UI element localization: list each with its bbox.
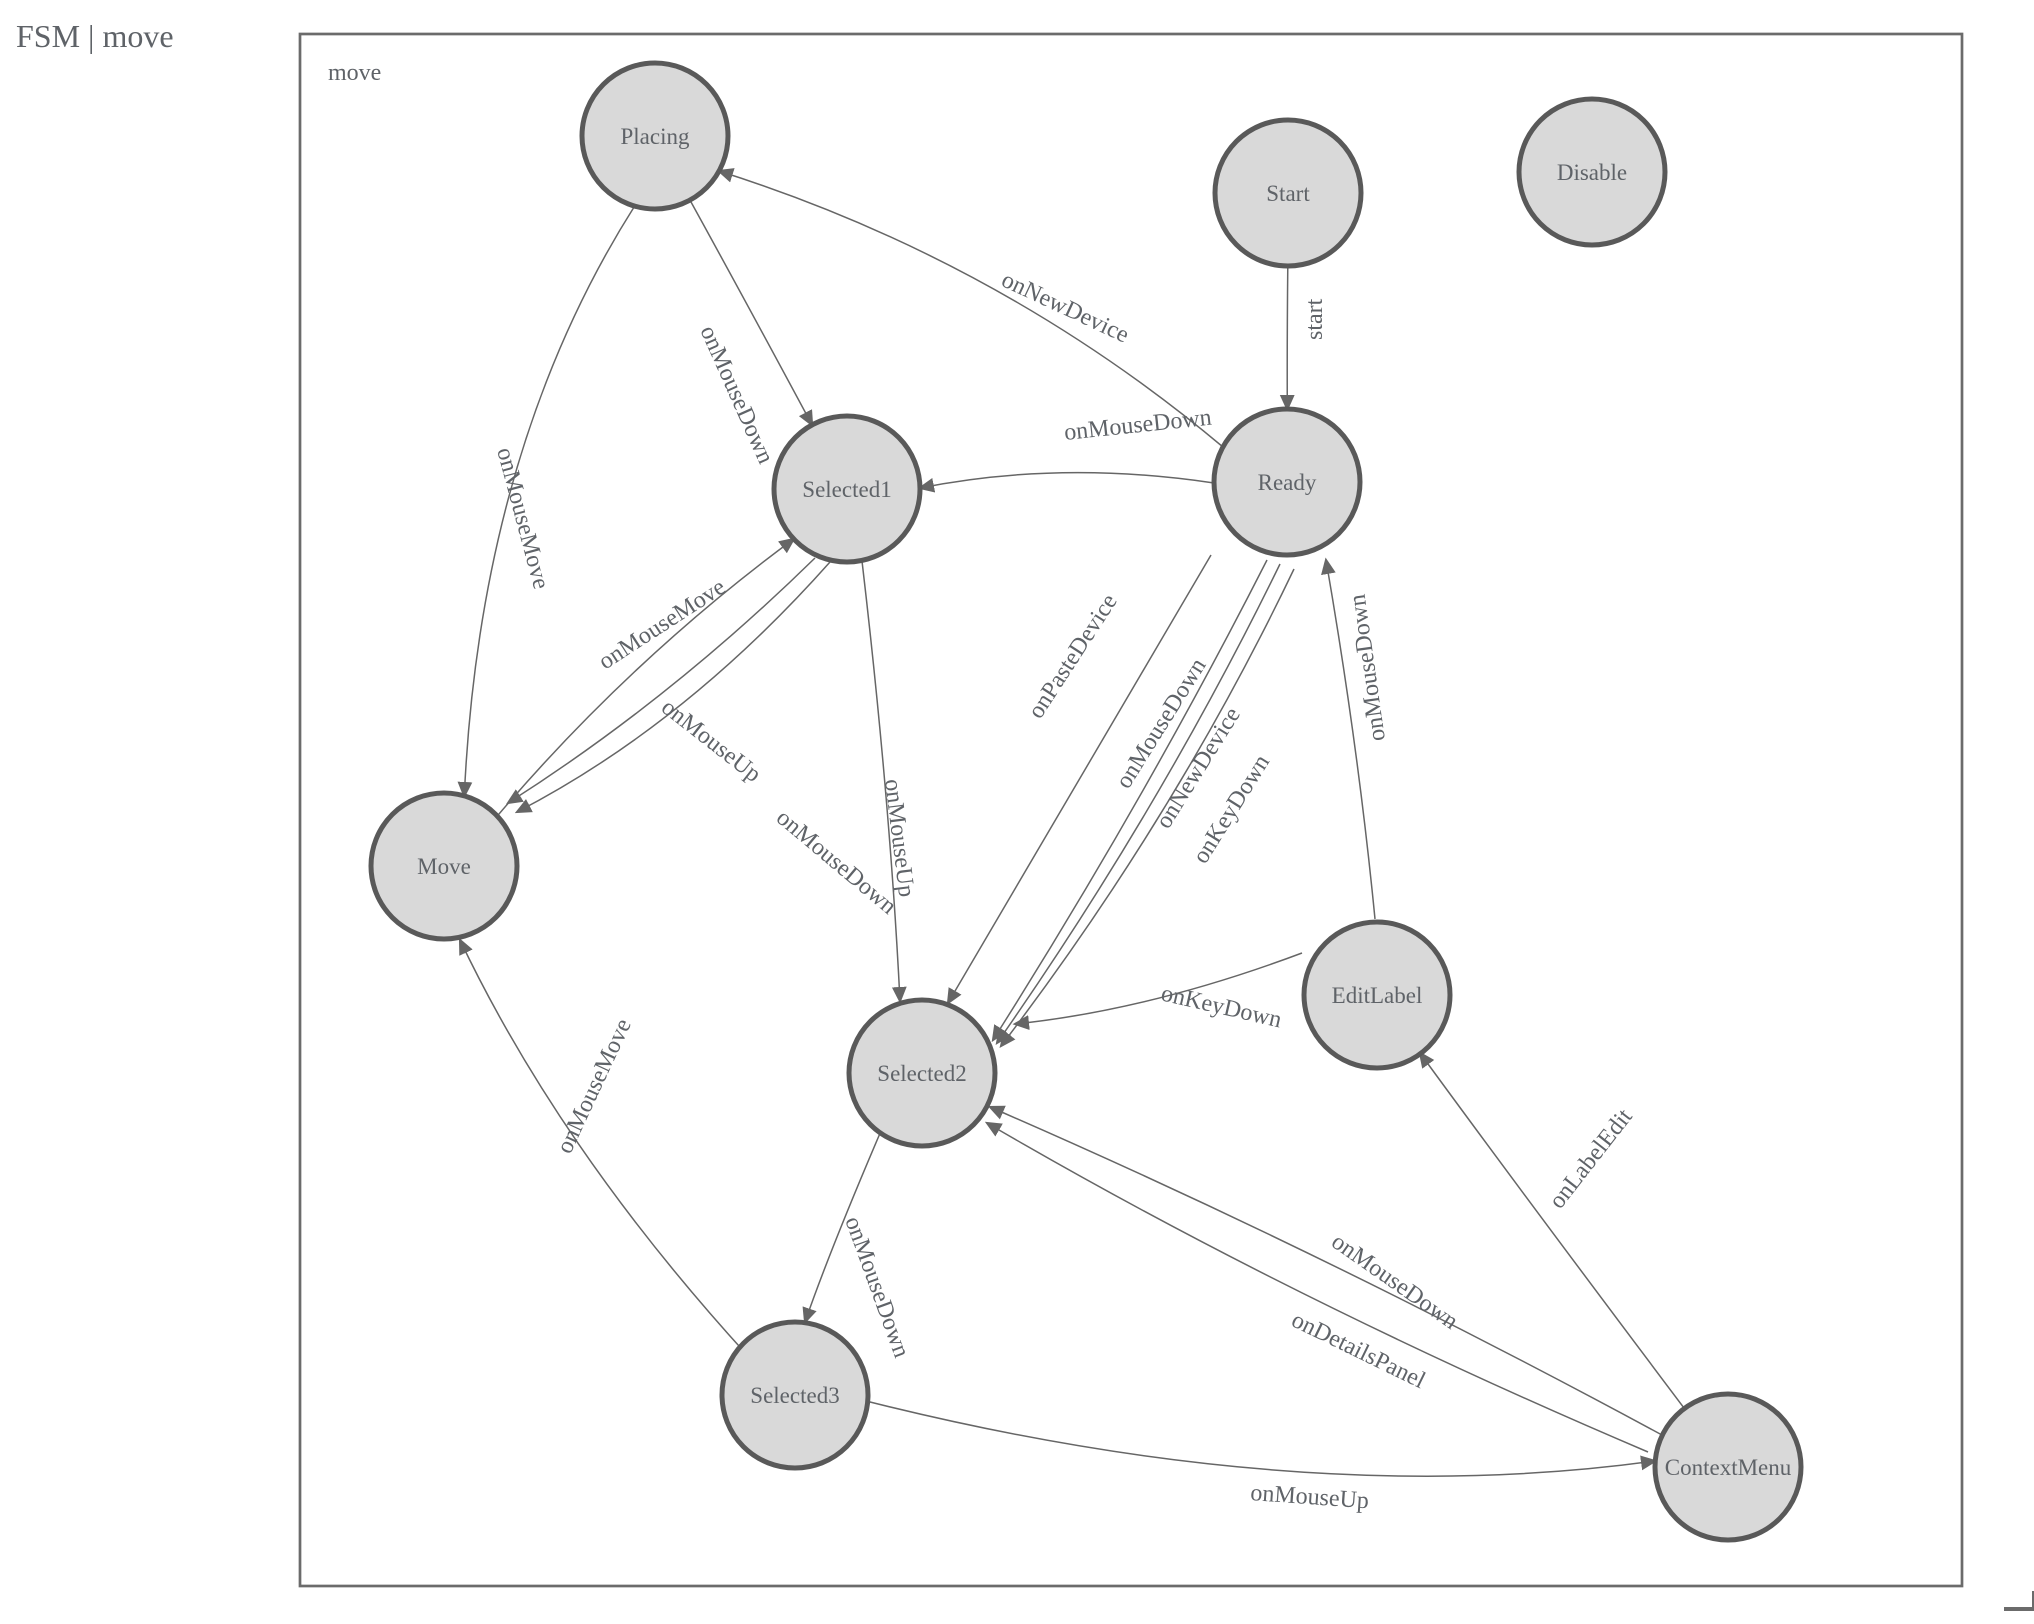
svg-text:onMouseDown: onMouseDown <box>1063 405 1213 446</box>
svg-text:onNewDevice: onNewDevice <box>997 267 1132 349</box>
svg-text:onMouseDown: onMouseDown <box>839 1213 914 1361</box>
svg-text:onLabelEdit: onLabelEdit <box>1544 1104 1638 1214</box>
svg-text:onMouseMove: onMouseMove <box>594 574 730 675</box>
svg-text:Disable: Disable <box>1557 160 1627 185</box>
svg-text:onPasteDevice: onPasteDevice <box>1023 589 1122 723</box>
svg-text:Selected2: Selected2 <box>877 1061 966 1086</box>
svg-text:onMouseDown: onMouseDown <box>1327 1229 1463 1335</box>
svg-text:Selected1: Selected1 <box>802 477 891 502</box>
svg-text:onMouseDown: onMouseDown <box>695 322 779 468</box>
svg-text:move: move <box>328 60 381 86</box>
svg-text:onMouseUp: onMouseUp <box>1250 1480 1370 1514</box>
svg-text:EditLabel: EditLabel <box>1332 983 1423 1008</box>
svg-text:onMouseMove: onMouseMove <box>552 1015 637 1158</box>
svg-text:start: start <box>1302 298 1328 340</box>
svg-text:Placing: Placing <box>621 124 690 149</box>
svg-text:onMouseUp: onMouseUp <box>879 778 919 899</box>
svg-text:ContextMenu: ContextMenu <box>1665 1455 1792 1480</box>
svg-text:onMouseMove: onMouseMove <box>491 445 554 592</box>
svg-text:Selected3: Selected3 <box>750 1383 839 1408</box>
svg-text:onMouseUp: onMouseUp <box>656 694 766 788</box>
svg-text:Start: Start <box>1266 181 1310 206</box>
svg-text:onKeyDown: onKeyDown <box>1159 981 1284 1034</box>
svg-text:onMouseDown: onMouseDown <box>771 805 901 920</box>
svg-text:Move: Move <box>417 854 471 879</box>
svg-text:Ready: Ready <box>1258 470 1317 495</box>
